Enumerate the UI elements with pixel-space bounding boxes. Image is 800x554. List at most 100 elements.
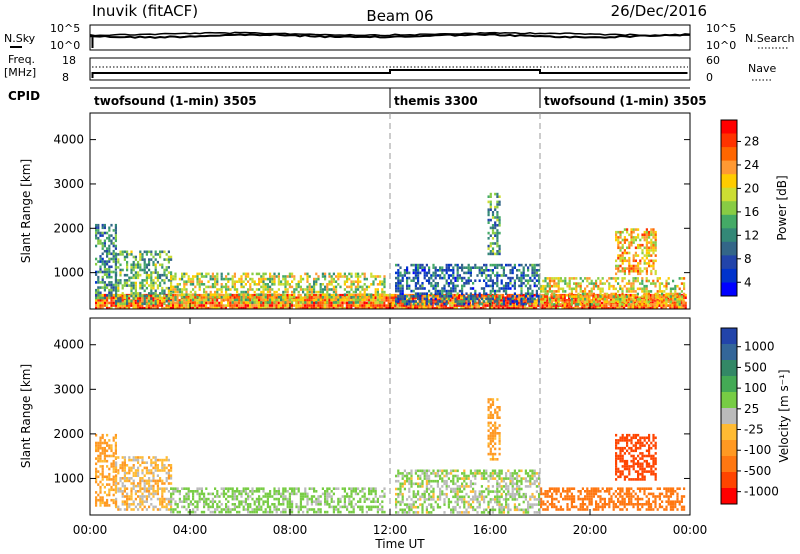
heatmap-cell (350, 280, 353, 283)
heatmap-cell (271, 288, 274, 291)
heatmap-cell (332, 492, 335, 496)
heatmap-cell (205, 301, 208, 305)
heatmap-cell (95, 498, 98, 502)
heatmap-cell (128, 497, 131, 501)
heatmap-cell (643, 259, 646, 263)
heatmap-cell (436, 304, 439, 307)
heatmap-cell (641, 243, 644, 247)
heatmap-cell (207, 301, 210, 304)
heatmap-cell (623, 297, 626, 301)
heatmap-cell (236, 288, 239, 291)
heatmap-cell (645, 277, 648, 280)
heatmap-cell (130, 299, 133, 303)
heatmap-cell (464, 299, 467, 302)
heatmap-cell (575, 303, 578, 306)
heatmap-cell (601, 297, 604, 301)
heatmap-cell (652, 241, 655, 244)
heatmap-cell (163, 306, 166, 310)
heatmap-cell (95, 299, 98, 302)
heatmap-cell (678, 300, 681, 304)
heatmap-cell (156, 260, 159, 264)
heatmap-cell (361, 510, 364, 514)
heatmap-cell (211, 285, 214, 289)
heatmap-cell (343, 487, 346, 490)
heatmap-cell (150, 497, 153, 501)
heatmap-cell (408, 302, 411, 306)
heatmap-cell (540, 297, 543, 301)
heatmap-cell (95, 491, 98, 494)
heatmap-cell (170, 296, 173, 299)
heatmap-cell (645, 262, 648, 265)
heatmap-cell (654, 292, 657, 296)
heatmap-cell (517, 293, 520, 297)
heatmap-cell (658, 304, 661, 307)
heatmap-cell (284, 290, 287, 294)
heatmap-cell (592, 297, 595, 301)
heatmap-cell (453, 306, 456, 310)
heatmap-cell (617, 243, 620, 247)
heatmap-cell (324, 495, 327, 498)
heatmap-cell (95, 441, 98, 445)
heatmap-cell (498, 297, 501, 301)
heatmap-cell (108, 444, 111, 447)
heatmap-cell (608, 287, 611, 291)
heatmap-cell (434, 292, 437, 295)
heatmap-cell (651, 306, 654, 310)
heatmap-cell (299, 296, 302, 299)
heatmap-cell (356, 306, 359, 310)
heatmap-cell (603, 297, 606, 301)
heatmap-cell (357, 296, 360, 299)
heatmap-cell (357, 285, 360, 289)
heatmap-cell (99, 459, 102, 463)
heatmap-cell (174, 277, 177, 281)
heatmap-cell (275, 290, 278, 294)
heatmap-cell (95, 444, 98, 447)
heatmap-cell (185, 301, 188, 304)
heatmap-cell (284, 495, 287, 498)
heatmap-cell (641, 233, 644, 237)
heatmap-cell (178, 277, 181, 281)
heatmap-cell (247, 505, 250, 509)
heatmap-cell (564, 290, 567, 293)
heatmap-cell (493, 301, 496, 305)
heatmap-cell (354, 280, 357, 283)
heatmap-cell (417, 276, 420, 280)
heatmap-cell (176, 503, 179, 506)
heatmap-cell (143, 294, 146, 298)
heatmap-cell (170, 292, 173, 295)
heatmap-cell (132, 297, 135, 300)
heatmap-cell (339, 293, 342, 297)
heatmap-cell (617, 264, 620, 268)
heatmap-cell (489, 297, 492, 301)
heatmap-cell (354, 306, 357, 310)
heatmap-cell (132, 464, 135, 467)
heatmap-cell (145, 266, 148, 269)
heatmap-cell (447, 299, 450, 302)
heatmap-cell (147, 293, 150, 297)
heatmap-cell (381, 505, 384, 509)
heatmap-cell (617, 277, 620, 280)
heatmap-cell (198, 285, 201, 289)
heatmap-cell (103, 281, 106, 284)
heatmap-cell (634, 306, 637, 310)
heatmap-cell (441, 297, 444, 301)
heatmap-cell (630, 233, 633, 237)
heatmap-cell (397, 479, 400, 483)
heatmap-cell (592, 296, 595, 300)
heatmap-cell (407, 306, 410, 310)
heatmap-cell (328, 283, 331, 286)
heatmap-cell (357, 301, 360, 304)
heatmap-cell (141, 458, 144, 462)
heatmap-cell (642, 306, 645, 310)
heatmap-cell (425, 274, 428, 277)
heatmap-cell (483, 271, 486, 275)
heatmap-cell (148, 505, 151, 509)
heatmap-cell (554, 293, 557, 297)
heatmap-cell (645, 243, 648, 247)
heatmap-cell (615, 233, 618, 237)
heatmap-cell (517, 296, 520, 300)
heatmap-cell (497, 304, 500, 307)
heatmap-cell (374, 495, 377, 498)
heatmap-cell (310, 306, 313, 310)
heatmap-cell (271, 275, 274, 278)
